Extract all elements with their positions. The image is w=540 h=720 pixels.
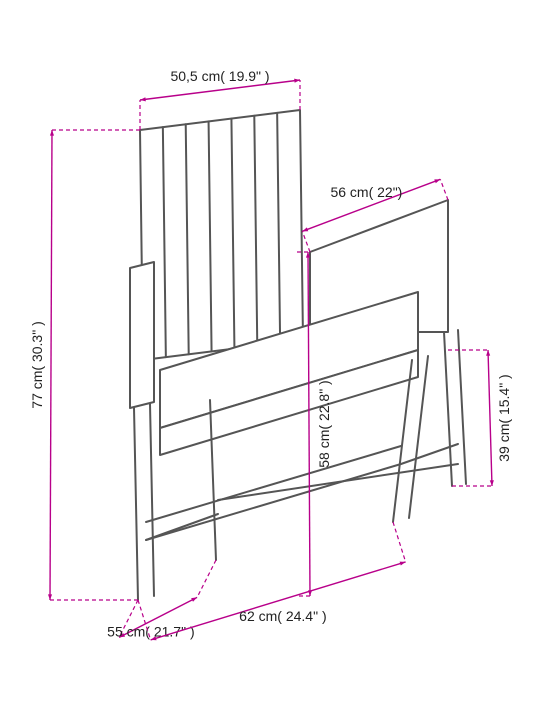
chair-drawing	[130, 110, 466, 600]
dim-seat-height: 39 cm( 15.4" )	[448, 350, 512, 486]
dim-total-height: 77 cm( 30.3" )	[29, 130, 140, 600]
dim-front-width: 62 cm( 24.4" )	[138, 522, 406, 640]
dim-arm-depth-label: 56 cm( 22")	[330, 184, 402, 200]
dim-front-width-label: 62 cm( 24.4" )	[239, 608, 326, 624]
dim-total-height-label: 77 cm( 30.3" )	[29, 321, 45, 408]
dim-back-width-label: 50,5 cm( 19.9" )	[170, 68, 269, 84]
dim-seat-height-label: 39 cm( 15.4" )	[496, 374, 512, 461]
dim-arm-height-label: 58 cm( 22.8" )	[316, 380, 332, 467]
dim-front-depth-label: 55 cm( 21.7" )	[107, 624, 194, 640]
